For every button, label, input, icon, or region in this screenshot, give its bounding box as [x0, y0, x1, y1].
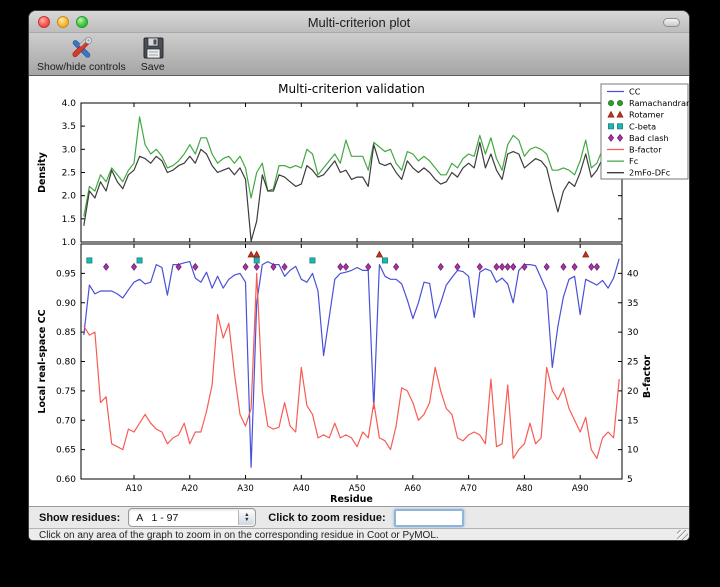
- zoom-residue-input[interactable]: [393, 508, 464, 527]
- svg-text:30: 30: [627, 328, 639, 338]
- minimize-button[interactable]: [57, 16, 69, 28]
- svg-text:0.70: 0.70: [56, 416, 76, 426]
- svg-text:B-factor: B-factor: [629, 145, 662, 155]
- svg-text:0.75: 0.75: [56, 387, 76, 397]
- traffic-lights: [38, 16, 88, 28]
- svg-text:A80: A80: [516, 484, 533, 494]
- svg-text:CC: CC: [629, 87, 641, 97]
- svg-text:0.90: 0.90: [56, 299, 76, 309]
- svg-text:40: 40: [627, 269, 639, 279]
- bad-clash-markers: [103, 262, 600, 271]
- fc-line: [83, 116, 620, 217]
- show-hide-controls-button[interactable]: Show/hide controls: [37, 33, 126, 73]
- cc-line: [83, 258, 620, 468]
- save-button[interactable]: Save: [140, 33, 166, 73]
- figure-area: Multi-criterion validation Density Local r…: [29, 76, 690, 506]
- svg-text:0.65: 0.65: [56, 446, 76, 456]
- svg-text:4.0: 4.0: [62, 99, 77, 109]
- svg-text:5: 5: [627, 475, 633, 485]
- svg-text:0.85: 0.85: [56, 328, 76, 338]
- multi-criterion-plot-window: Multi-criterion plot Show/hide controls: [28, 10, 690, 541]
- svg-text:Residue: Residue: [330, 494, 373, 505]
- toolbar: Show/hide controls Save: [29, 33, 689, 76]
- svg-text:25: 25: [627, 358, 638, 368]
- svg-text:A90: A90: [572, 484, 589, 494]
- svg-text:3.0: 3.0: [62, 145, 77, 155]
- svg-text:A30: A30: [237, 484, 254, 494]
- svg-text:A40: A40: [293, 484, 310, 494]
- svg-text:10: 10: [627, 446, 639, 456]
- svg-text:Density: Density: [37, 151, 48, 193]
- svg-text:15: 15: [627, 416, 638, 426]
- svg-text:Local real-space CC: Local real-space CC: [37, 309, 48, 413]
- zoom-button[interactable]: [76, 16, 88, 28]
- svg-text:35: 35: [627, 299, 638, 309]
- svg-text:2.0: 2.0: [62, 192, 77, 202]
- svg-text:B-factor: B-factor: [642, 355, 653, 398]
- controls-bar: Show residues: A 1 - 97 ▲ ▼ Click to zoom…: [29, 506, 689, 528]
- show-residues-value: A 1 - 97: [136, 511, 179, 524]
- status-text: Click on any area of the graph to zoom i…: [39, 530, 439, 541]
- show-residues-label: Show residues:: [39, 511, 121, 524]
- density-axes[interactable]: [80, 102, 623, 243]
- svg-text:2.5: 2.5: [62, 169, 76, 179]
- floppy-disk-icon: [140, 35, 166, 61]
- svg-text:2mFo-DFc: 2mFo-DFc: [629, 168, 670, 178]
- toolbar-toggle-button[interactable]: [663, 18, 680, 27]
- resize-grip[interactable]: [677, 530, 688, 540]
- svg-text:A70: A70: [460, 484, 477, 494]
- close-button[interactable]: [38, 16, 50, 28]
- svg-text:A50: A50: [349, 484, 366, 494]
- save-label: Save: [140, 61, 165, 73]
- svg-text:1.0: 1.0: [62, 238, 77, 248]
- svg-text:Bad clash: Bad clash: [629, 133, 669, 143]
- show-residues-select[interactable]: A 1 - 97 ▲ ▼: [128, 508, 257, 527]
- tools-icon: [68, 35, 94, 61]
- svg-text:Ramachandran: Ramachandran: [629, 98, 690, 108]
- svg-text:Fc: Fc: [629, 156, 638, 166]
- stepper-icon: ▲ ▼: [238, 510, 255, 525]
- svg-text:0.80: 0.80: [56, 358, 76, 368]
- rotamer-markers: [247, 250, 590, 258]
- svg-text:A20: A20: [181, 484, 198, 494]
- 2mfo-dfc-line: [83, 141, 620, 242]
- show-hide-controls-label: Show/hide controls: [37, 61, 126, 73]
- multi-criterion-figure[interactable]: Multi-criterion validation Density Local r…: [29, 76, 690, 506]
- status-bar: Click on any area of the graph to zoom i…: [29, 528, 689, 541]
- svg-text:Multi-criterion validation: Multi-criterion validation: [278, 82, 425, 96]
- svg-text:Rotamer: Rotamer: [629, 110, 665, 120]
- svg-text:20: 20: [627, 387, 639, 397]
- titlebar[interactable]: Multi-criterion plot: [29, 11, 689, 33]
- svg-text:A10: A10: [126, 484, 143, 494]
- svg-text:0.60: 0.60: [56, 475, 76, 485]
- svg-text:3.5: 3.5: [62, 122, 76, 132]
- window-title: Multi-criterion plot: [307, 15, 411, 30]
- svg-text:C-beta: C-beta: [629, 121, 656, 131]
- svg-text:A60: A60: [405, 484, 422, 494]
- cc-axes[interactable]: [80, 243, 623, 480]
- svg-text:1.5: 1.5: [62, 215, 76, 225]
- b-factor-line: [83, 272, 620, 459]
- svg-text:0.95: 0.95: [56, 269, 76, 279]
- zoom-residue-label: Click to zoom residue:: [268, 511, 386, 524]
